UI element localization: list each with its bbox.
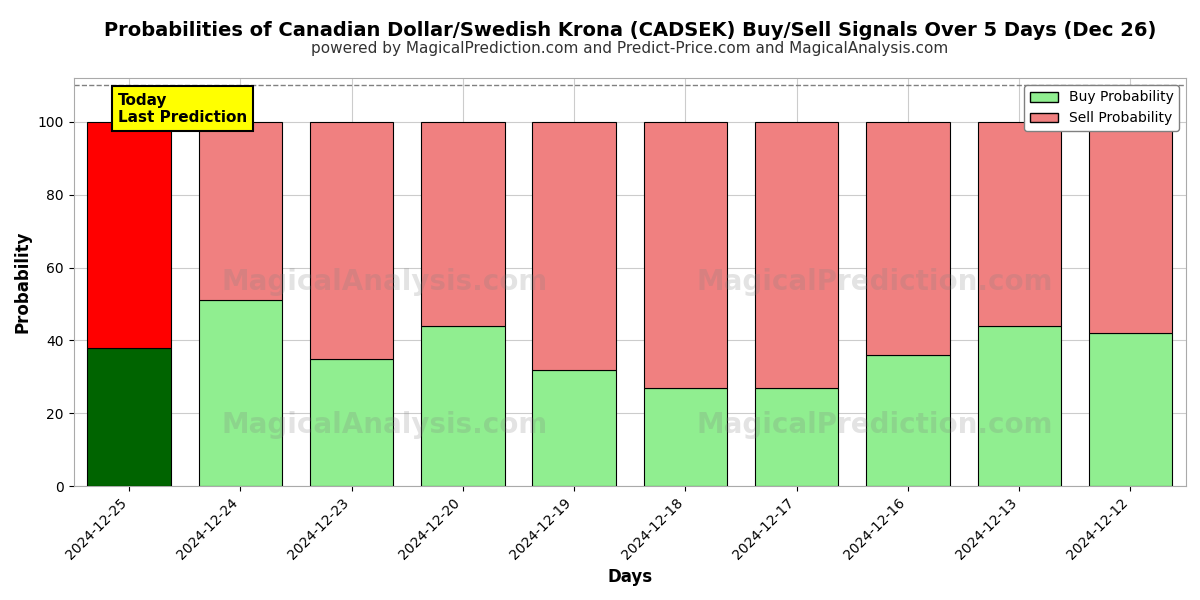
Text: MagicalPrediction.com: MagicalPrediction.com [696, 268, 1052, 296]
Legend: Buy Probability, Sell Probability: Buy Probability, Sell Probability [1025, 85, 1180, 131]
Bar [310, 122, 394, 359]
Bar [533, 122, 616, 370]
Bar [755, 122, 839, 388]
Text: powered by MagicalPrediction.com and Predict-Price.com and MagicalAnalysis.com: powered by MagicalPrediction.com and Pre… [311, 41, 948, 56]
Text: MagicalAnalysis.com: MagicalAnalysis.com [222, 268, 548, 296]
Title: Probabilities of Canadian Dollar/Swedish Krona (CADSEK) Buy/Sell Signals Over 5 : Probabilities of Canadian Dollar/Swedish… [103, 22, 1156, 40]
Bar [643, 388, 727, 486]
Bar [310, 359, 394, 486]
Bar [1088, 122, 1172, 333]
Bar [643, 122, 727, 388]
Bar [1088, 333, 1172, 486]
Bar [199, 301, 282, 486]
Bar [533, 370, 616, 486]
Text: Today
Last Prediction: Today Last Prediction [118, 92, 247, 125]
Bar [88, 122, 170, 348]
Bar [866, 355, 949, 486]
X-axis label: Days: Days [607, 568, 653, 586]
Bar [421, 326, 505, 486]
Text: MagicalPrediction.com: MagicalPrediction.com [696, 411, 1052, 439]
Bar [866, 122, 949, 355]
Bar [978, 326, 1061, 486]
Bar [199, 122, 282, 301]
Bar [755, 388, 839, 486]
Bar [88, 348, 170, 486]
Text: MagicalAnalysis.com: MagicalAnalysis.com [222, 411, 548, 439]
Bar [421, 122, 505, 326]
Bar [978, 122, 1061, 326]
Y-axis label: Probability: Probability [14, 231, 32, 334]
